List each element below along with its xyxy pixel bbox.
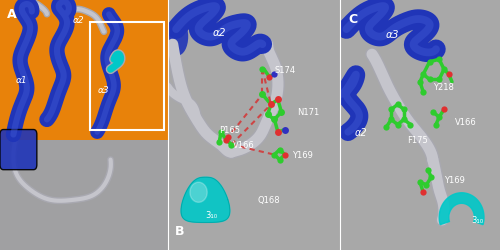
Polygon shape xyxy=(181,178,230,222)
Text: B: B xyxy=(174,224,184,237)
Bar xyxy=(90,22,164,130)
Text: α3: α3 xyxy=(386,30,400,40)
Text: α2: α2 xyxy=(212,28,226,38)
Text: α2: α2 xyxy=(354,128,367,138)
Text: 3₁₀: 3₁₀ xyxy=(206,210,218,220)
Text: S174: S174 xyxy=(274,66,295,74)
Polygon shape xyxy=(190,182,207,203)
Text: α1: α1 xyxy=(16,76,28,84)
Polygon shape xyxy=(439,193,484,225)
FancyBboxPatch shape xyxy=(0,130,37,170)
Text: Y169: Y169 xyxy=(292,150,312,160)
Text: 3₁₀: 3₁₀ xyxy=(471,216,484,224)
Text: α2: α2 xyxy=(73,16,85,24)
Text: C: C xyxy=(348,12,357,26)
Text: Y169: Y169 xyxy=(444,176,465,184)
Text: Y218: Y218 xyxy=(433,83,454,92)
Text: V166: V166 xyxy=(455,118,477,127)
Bar xyxy=(0,0,168,140)
Ellipse shape xyxy=(168,19,188,56)
Text: N171: N171 xyxy=(297,108,319,117)
Text: A: A xyxy=(6,8,16,20)
Text: F175: F175 xyxy=(407,136,428,144)
Text: V166: V166 xyxy=(233,140,255,149)
Text: Q168: Q168 xyxy=(257,196,280,204)
Text: α3: α3 xyxy=(98,86,110,94)
Text: P165: P165 xyxy=(219,126,240,134)
Bar xyxy=(0,140,168,250)
